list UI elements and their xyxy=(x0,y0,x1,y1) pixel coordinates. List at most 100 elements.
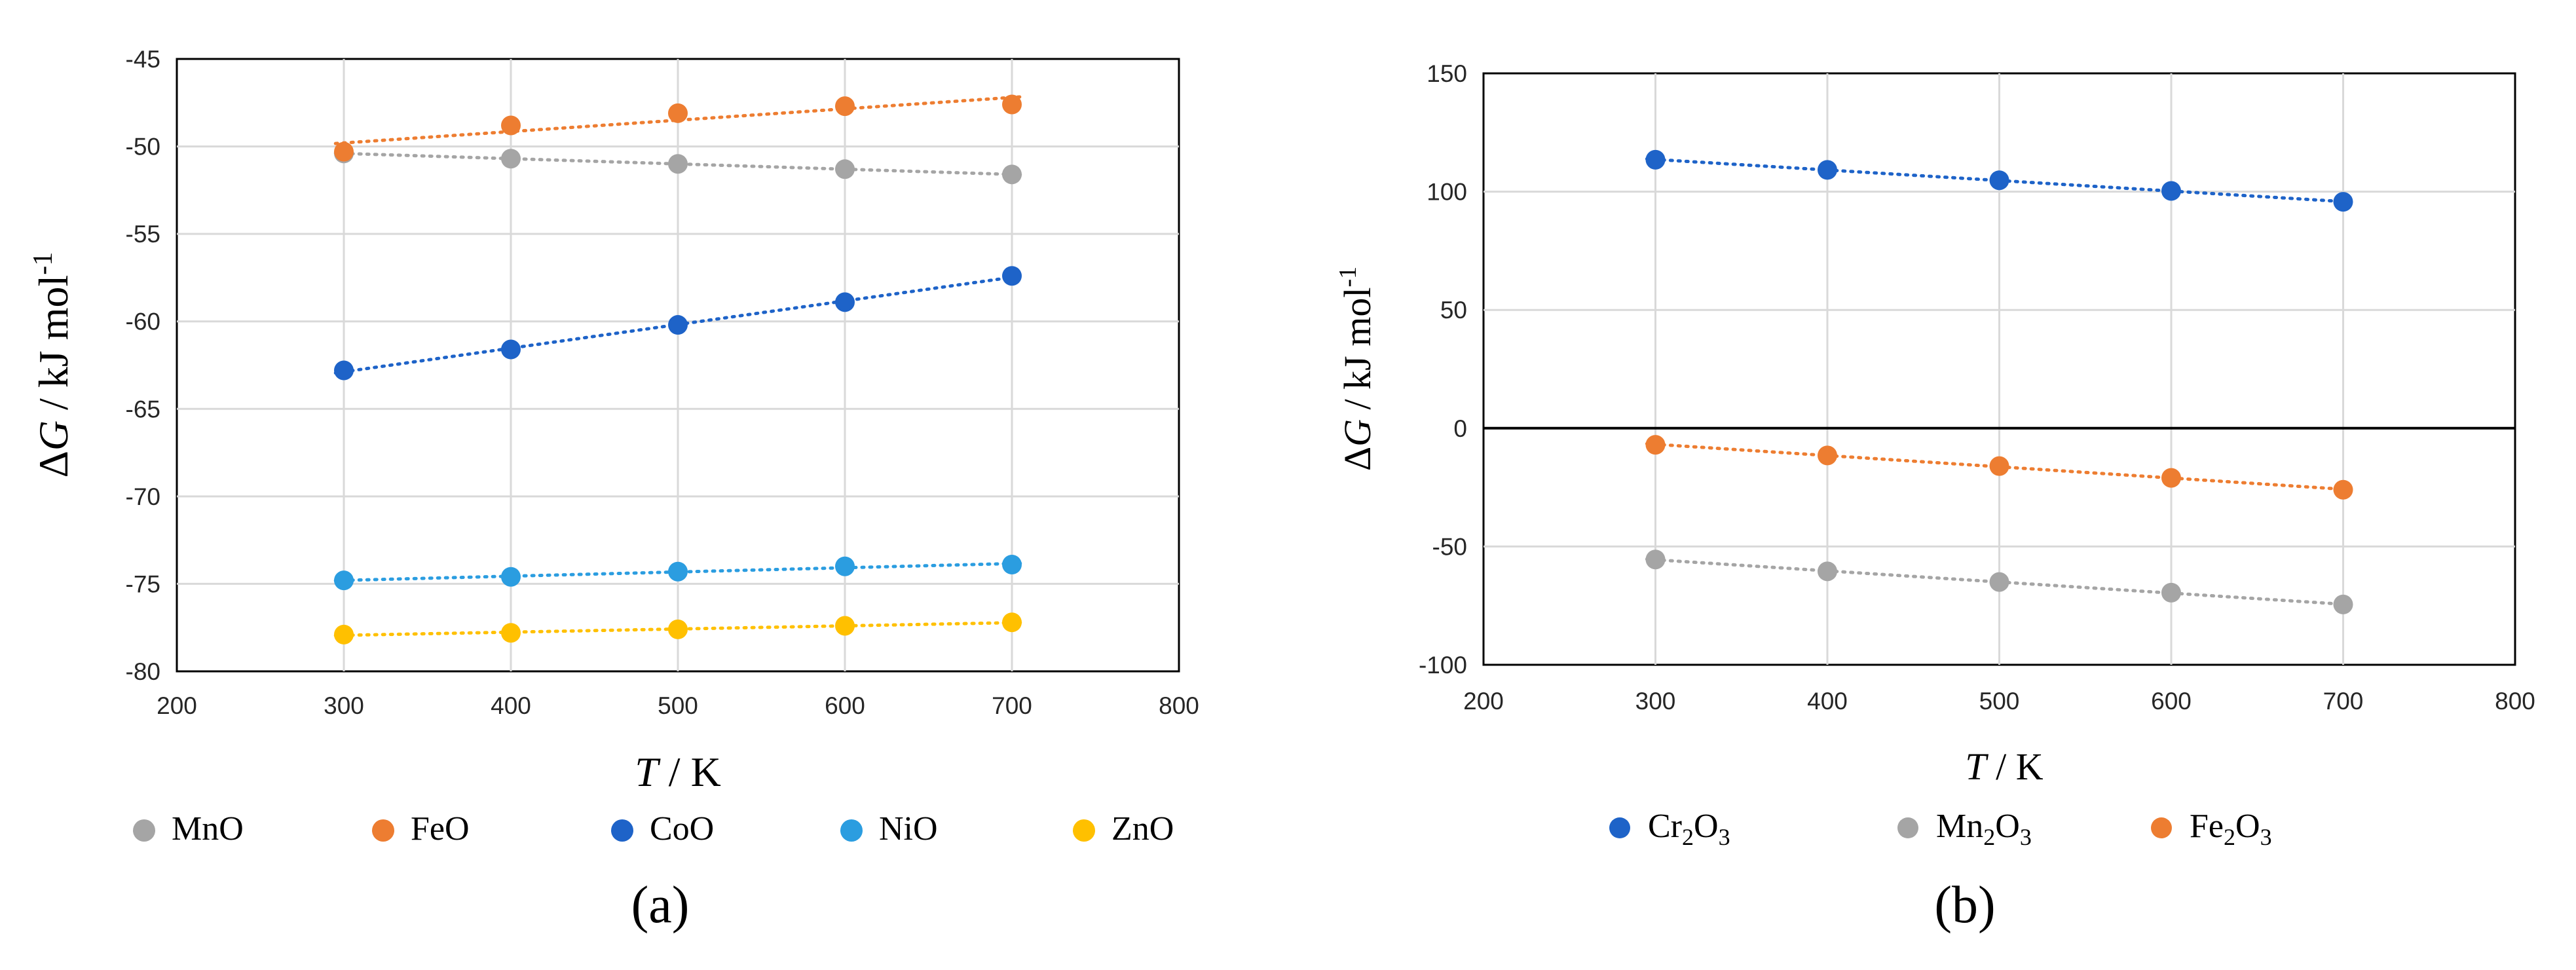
y-axis-label-a-var: G xyxy=(30,420,77,451)
y-tick-labels-b: 150 100 50 0 -50 -100 xyxy=(1419,60,1467,679)
y-tick-label: -65 xyxy=(126,396,160,422)
x-tick-label: 400 xyxy=(1807,688,1848,715)
x-axis-label-a: T / K xyxy=(635,749,721,795)
y-axis-label-a-unit: / kJ mol xyxy=(30,275,77,420)
y-tick-label: -50 xyxy=(1432,533,1467,560)
x-tick-label: 700 xyxy=(2323,688,2364,715)
point-fe2o3-400 xyxy=(1818,445,1837,466)
x-tick-label: 800 xyxy=(2495,688,2535,715)
x-tick-label: 800 xyxy=(1159,692,1199,719)
point-mno-500 xyxy=(668,154,688,174)
x-axis-label-a-var: T xyxy=(635,749,661,795)
legend-formula-part: Mn xyxy=(1936,808,1983,845)
legend-marker-cr2o3 xyxy=(1609,817,1630,838)
legend-formula-part: Cr xyxy=(1648,808,1682,845)
point-zno-400 xyxy=(501,623,521,643)
point-cr2o3-300 xyxy=(1645,149,1666,170)
point-feo-600 xyxy=(835,96,855,117)
point-nio-600 xyxy=(835,556,855,576)
y-axis-label-b-var: G xyxy=(1336,419,1379,447)
point-feo-500 xyxy=(668,103,688,123)
x-tick-label: 400 xyxy=(491,692,531,719)
legend-label-cr2o3: Cr2O3 xyxy=(1648,808,1730,850)
legend-formula-subscript: 2 xyxy=(1682,824,1694,850)
point-nio-700 xyxy=(1002,555,1022,575)
point-mn2o3-700 xyxy=(2333,594,2353,614)
y-axis-label-a-sup: -1 xyxy=(28,252,58,275)
x-tick-label: 700 xyxy=(992,692,1032,719)
legend-marker-mno xyxy=(133,819,155,842)
legend-formula-part: O xyxy=(1694,808,1719,845)
legend-formula-subscript: 3 xyxy=(2260,824,2272,850)
legend-label-zno: ZnO xyxy=(1111,810,1174,848)
legend-formula-part: O xyxy=(1995,808,2020,845)
y-axis-label-b: ΔG / kJ mol-1 xyxy=(1334,267,1379,471)
x-tick-label: 600 xyxy=(825,692,865,719)
y-axis-label-a: ΔG / kJ mol-1 xyxy=(28,252,77,478)
point-mn2o3-600 xyxy=(2161,582,2181,603)
point-feo-700 xyxy=(1002,94,1022,115)
legend-marker-zno xyxy=(1073,819,1095,842)
y-tick-label: -50 xyxy=(126,134,160,160)
legend-marker-mn2o3 xyxy=(1897,817,1918,838)
point-zno-300 xyxy=(334,624,354,644)
legend-label-mn2o3: Mn2O3 xyxy=(1936,808,2032,850)
point-fe2o3-600 xyxy=(2161,468,2181,488)
x-axis-label-b-var: T xyxy=(1965,745,1988,788)
point-feo-400 xyxy=(501,115,521,136)
legend-formula-subscript: 3 xyxy=(2020,824,2032,850)
panel-label-b: (b) xyxy=(1934,876,1995,934)
legend-formula-subscript: 2 xyxy=(2224,824,2235,850)
x-tick-label: 600 xyxy=(2151,688,2192,715)
point-cr2o3-700 xyxy=(2333,192,2353,212)
panel-label-a: (a) xyxy=(631,876,690,934)
x-tick-label: 500 xyxy=(658,692,698,719)
y-tick-label: -45 xyxy=(126,46,160,73)
y-tick-label: -100 xyxy=(1419,652,1467,679)
y-tick-label: 50 xyxy=(1440,297,1467,324)
point-cr2o3-600 xyxy=(2161,181,2181,201)
point-fe2o3-500 xyxy=(1989,456,2009,476)
y-tick-label: -80 xyxy=(126,658,160,685)
point-mno-400 xyxy=(501,149,521,169)
series-group-b xyxy=(1645,149,2354,614)
point-fe2o3-700 xyxy=(2333,479,2353,500)
point-mn2o3-300 xyxy=(1645,550,1666,570)
x-tick-label: 200 xyxy=(157,692,197,719)
legend-label-feo: FeO xyxy=(411,810,470,848)
y-tick-label: 150 xyxy=(1427,60,1467,87)
legend-a: MnO FeO CoO NiO ZnO xyxy=(133,810,1174,848)
chart-panel-a: -45 -50 -55 -60 -65 -70 -75 -80 200 300 400 500 600… xyxy=(28,46,1199,934)
x-tick-label: 200 xyxy=(1463,688,1504,715)
legend-marker-feo xyxy=(372,819,394,842)
legend-marker-nio xyxy=(840,819,863,842)
series-group-a xyxy=(333,94,1022,644)
y-tick-label: -70 xyxy=(126,483,160,510)
y-tick-label: -55 xyxy=(126,221,160,248)
x-tick-label: 500 xyxy=(1979,688,2020,715)
point-coo-300 xyxy=(334,360,354,381)
legend-label-fe2o3: Fe2O3 xyxy=(2190,808,2272,850)
y-tick-label: 100 xyxy=(1427,179,1467,206)
legend-formula-subscript: 3 xyxy=(1719,824,1730,850)
legend-label-coo: CoO xyxy=(650,810,714,848)
legend-marker-fe2o3 xyxy=(2151,817,2172,838)
point-coo-400 xyxy=(501,339,521,360)
point-mno-700 xyxy=(1002,164,1022,185)
point-zno-600 xyxy=(835,616,855,636)
point-feo-300 xyxy=(334,141,354,162)
point-nio-400 xyxy=(501,567,521,587)
legend-label-mno: MnO xyxy=(172,810,244,848)
point-mno-600 xyxy=(835,159,855,179)
legend-marker-coo xyxy=(611,819,633,842)
x-tick-labels-a: 200 300 400 500 600 700 800 xyxy=(157,692,1199,719)
legend-formula-subscript: 2 xyxy=(1983,824,1995,850)
legend-b: Cr2O3 Mn2O3 Fe2O3 xyxy=(1609,808,2272,850)
point-fe2o3-300 xyxy=(1645,435,1666,455)
y-tick-labels-a: -45 -50 -55 -60 -65 -70 -75 -80 xyxy=(126,46,160,685)
x-tick-label: 300 xyxy=(324,692,364,719)
y-axis-label-a-delta: Δ xyxy=(30,451,77,477)
x-axis-label-b: T / K xyxy=(1965,745,2043,788)
